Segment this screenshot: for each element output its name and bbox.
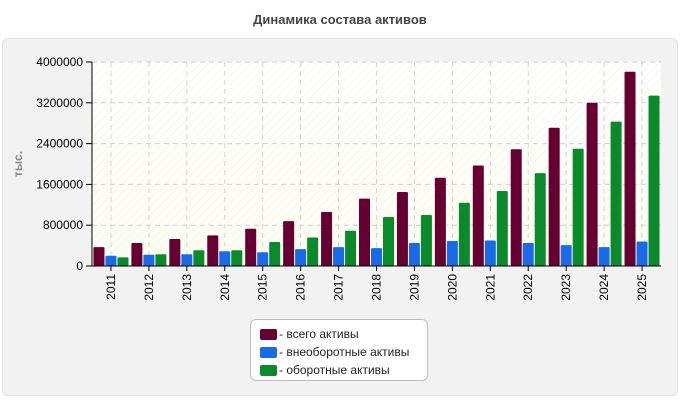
bar-total-2020 (434, 177, 446, 266)
bar-noncurrent-2019 (408, 243, 420, 266)
bar-current-2012 (155, 254, 167, 266)
x-tick-label: 2011 (104, 274, 118, 300)
bar-noncurrent-2015 (257, 252, 269, 266)
bar-noncurrent-2017 (333, 247, 345, 266)
y-axis-label: тыс. (11, 151, 25, 177)
bar-total-2019 (396, 192, 408, 266)
bar-noncurrent-2021 (484, 240, 496, 266)
bar-total-2017 (321, 211, 333, 266)
legend-item-total: - всего активы (260, 325, 427, 343)
bar-current-2021 (496, 191, 508, 266)
chart-title: Динамика состава активов (253, 12, 427, 27)
x-tick-label: 2019 (407, 274, 421, 301)
bar-total-2015 (245, 228, 257, 266)
bar-current-2014 (231, 250, 243, 266)
y-tick-label: 2400000 (36, 137, 83, 151)
x-tick-label: 2017 (332, 274, 346, 301)
bar-noncurrent-2018 (371, 248, 382, 266)
x-tick-label: 2012 (142, 274, 156, 301)
x-tick-label: 2023 (559, 274, 573, 301)
bar-noncurrent-2024 (598, 247, 610, 266)
legend-label-current: - оборотные активы (279, 363, 390, 377)
bar-current-2015 (269, 242, 281, 266)
bar-total-2024 (586, 102, 598, 266)
legend: - всего активы - внеоборотные активы - о… (250, 319, 428, 381)
bar-total-2022 (510, 149, 522, 266)
bar-current-2017 (345, 230, 357, 266)
bar-total-2018 (359, 198, 370, 266)
bar-current-2018 (383, 217, 394, 266)
bar-current-2016 (307, 237, 319, 266)
x-tick-label: 2024 (597, 274, 611, 301)
x-tick-label: 2020 (445, 274, 459, 301)
legend-item-current: - оборотные активы (260, 361, 427, 379)
y-tick-label: 3200000 (36, 96, 83, 110)
bar-current-2025 (648, 95, 660, 266)
bar-current-2020 (458, 202, 470, 266)
x-tick-label: 2022 (521, 274, 535, 301)
bar-noncurrent-2013 (181, 254, 193, 266)
x-tick-label: 2025 (635, 274, 649, 301)
bar-current-2024 (610, 121, 622, 266)
bar-noncurrent-2022 (522, 243, 534, 266)
y-tick-label: 800000 (43, 218, 83, 232)
bar-noncurrent-2016 (295, 249, 307, 266)
bar-total-2013 (169, 238, 181, 266)
bar-noncurrent-2020 (446, 241, 458, 266)
bar-current-2011 (117, 257, 129, 266)
legend-label-noncurrent: - внеоборотные активы (279, 345, 410, 359)
bar-current-2023 (572, 148, 584, 266)
bar-noncurrent-2012 (143, 254, 155, 266)
bar-current-2013 (193, 250, 205, 266)
bar-total-2014 (207, 235, 219, 266)
bar-total-2023 (548, 127, 560, 266)
bar-total-2025 (624, 71, 636, 266)
x-tick-label: 2014 (218, 274, 232, 301)
legend-swatch-total (260, 328, 277, 340)
bar-noncurrent-2011 (105, 255, 117, 266)
legend-swatch-noncurrent (260, 346, 277, 358)
y-tick-label: 4000000 (36, 55, 83, 69)
bar-noncurrent-2014 (219, 251, 231, 266)
legend-item-noncurrent: - внеоборотные активы (260, 343, 427, 361)
legend-swatch-current (260, 364, 277, 376)
bar-total-2021 (472, 165, 484, 266)
bar-noncurrent-2023 (560, 245, 572, 266)
x-tick-label: 2013 (180, 274, 194, 301)
x-tick-label: 2018 (370, 274, 384, 301)
y-tick-label: 1600000 (36, 177, 83, 191)
bar-total-2012 (131, 243, 143, 266)
bar-total-2016 (283, 221, 295, 266)
x-tick-label: 2015 (256, 274, 270, 301)
y-tick-label: 0 (76, 259, 83, 273)
bar-noncurrent-2025 (636, 241, 648, 266)
bar-total-2011 (93, 247, 105, 266)
x-tick-label: 2021 (483, 274, 497, 301)
bar-current-2022 (534, 173, 546, 266)
legend-label-total: - всего активы (279, 327, 359, 341)
bar-current-2019 (420, 215, 432, 266)
x-tick-label: 2016 (294, 274, 308, 301)
